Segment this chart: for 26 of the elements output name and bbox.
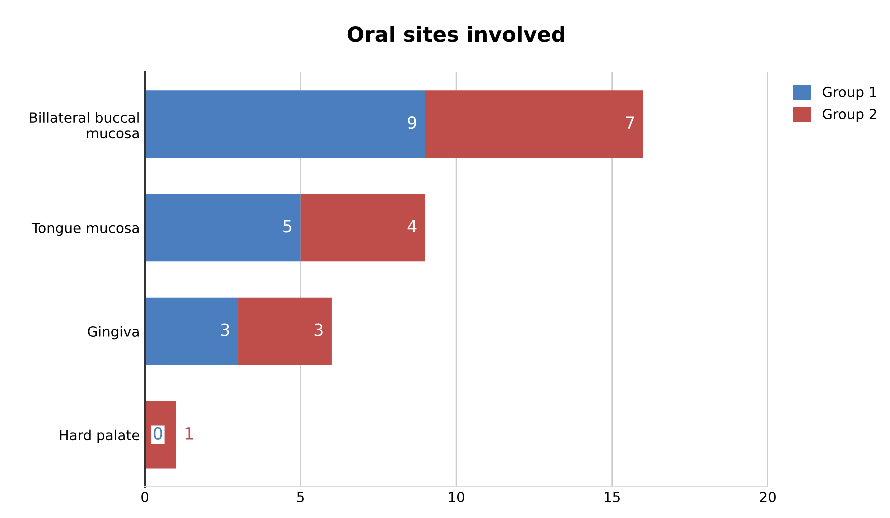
- data-label: 3: [221, 324, 230, 336]
- bar: [238, 298, 332, 366]
- y-tick-label: Tongue mucosa: [32, 223, 139, 236]
- x-tick-label: 5: [297, 492, 304, 503]
- data-label: 3: [314, 324, 323, 336]
- legend-label: Group 1: [822, 86, 876, 100]
- bar: [300, 194, 426, 262]
- x-tick-label: 0: [142, 492, 149, 503]
- data-label: 9: [408, 116, 416, 130]
- y-tick-label: Hard palate: [60, 430, 140, 444]
- chart-title: Oral sites involved: [348, 26, 564, 42]
- y-tick-label: Gingiva: [88, 326, 139, 340]
- legend-label: Group 2: [822, 109, 876, 122]
- bar: [425, 90, 644, 158]
- data-label: 7: [626, 116, 634, 129]
- bar: [145, 194, 301, 262]
- x-tick-label: 15: [605, 492, 620, 503]
- bar: [145, 90, 426, 158]
- bar: [145, 298, 239, 366]
- data-label: 0: [154, 427, 162, 440]
- y-tick-label: Billateral buccal mucosa: [30, 112, 139, 139]
- x-tick-label: 20: [760, 492, 776, 503]
- data-label: 5: [284, 220, 292, 233]
- data-label: 4: [408, 220, 417, 233]
- data-label: 1: [186, 428, 194, 440]
- x-tick-label: 10: [449, 492, 464, 503]
